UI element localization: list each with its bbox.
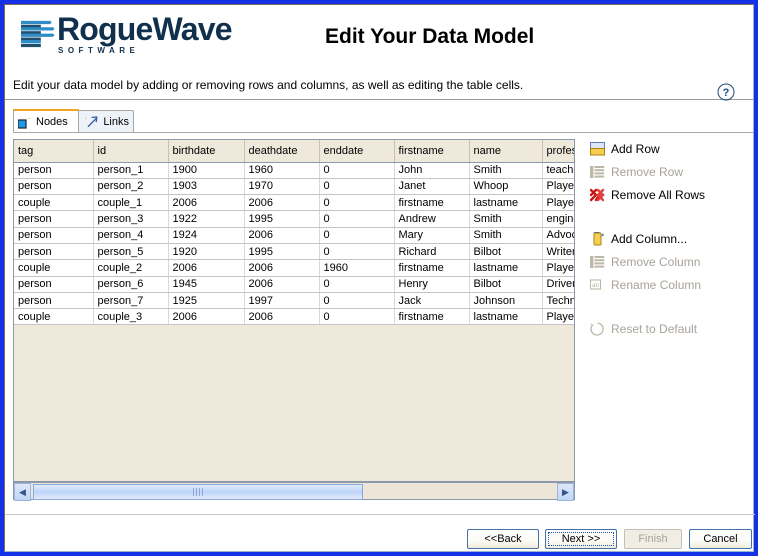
svg-text:ab: ab [592, 283, 599, 289]
svg-text:?: ? [723, 87, 730, 99]
